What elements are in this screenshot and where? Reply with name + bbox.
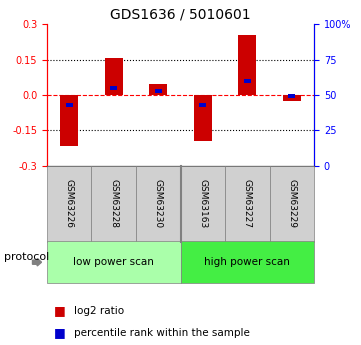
Text: high power scan: high power scan [204, 257, 290, 267]
Bar [199, 103, 206, 107]
Bar [238, 35, 256, 95]
Text: percentile rank within the sample: percentile rank within the sample [74, 328, 250, 338]
Text: GSM63163: GSM63163 [198, 179, 207, 228]
Bar [60, 95, 78, 146]
Bar [155, 89, 162, 93]
Text: GSM63229: GSM63229 [287, 179, 296, 228]
Text: ■: ■ [54, 304, 66, 317]
Title: GDS1636 / 5010601: GDS1636 / 5010601 [110, 8, 251, 22]
Bar [288, 94, 295, 98]
Text: GSM63228: GSM63228 [109, 179, 118, 228]
Bar [244, 79, 251, 83]
Text: GSM63226: GSM63226 [65, 179, 74, 228]
Text: GSM63227: GSM63227 [243, 179, 252, 228]
Text: protocol: protocol [4, 252, 49, 262]
Text: GSM63230: GSM63230 [154, 179, 163, 228]
Text: low power scan: low power scan [73, 257, 154, 267]
Bar [110, 86, 117, 90]
Bar [105, 58, 123, 95]
Text: log2 ratio: log2 ratio [74, 306, 124, 315]
Bar [283, 95, 301, 101]
Bar [194, 95, 212, 141]
Bar [66, 103, 73, 107]
Text: ■: ■ [54, 326, 66, 339]
Bar [149, 84, 167, 95]
